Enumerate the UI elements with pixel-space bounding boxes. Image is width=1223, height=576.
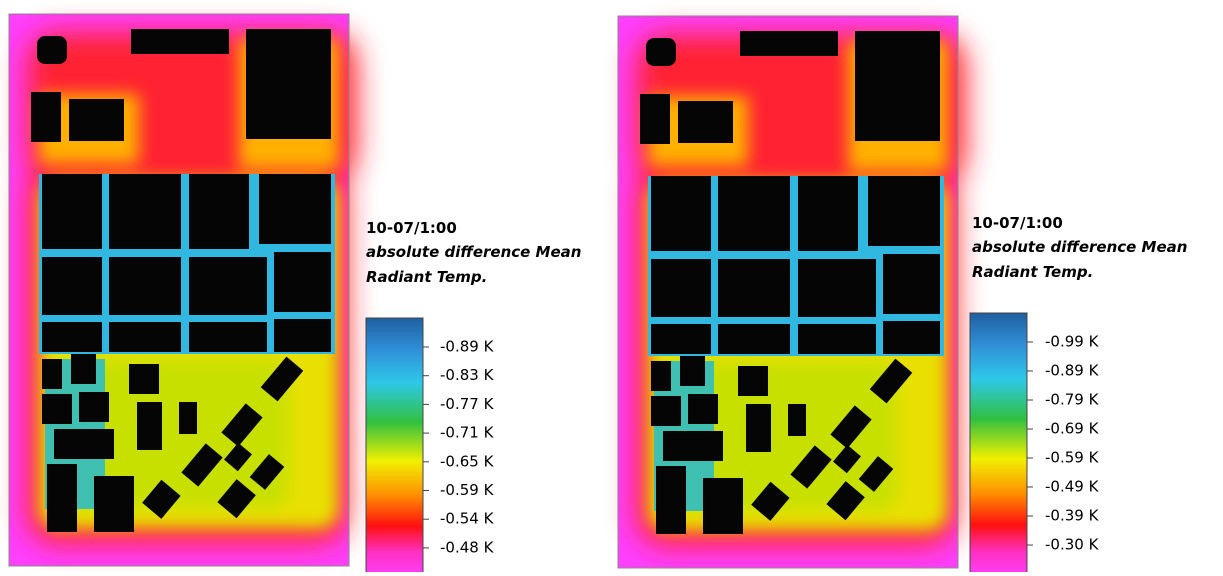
legend-label: -0.83 K bbox=[440, 366, 495, 384]
legend-label: -0.77 K bbox=[440, 395, 495, 413]
legend-label: -0.65 K bbox=[440, 452, 495, 470]
legend-label: -0.69 K bbox=[1045, 420, 1100, 438]
timestamp: 10-07/1:00 bbox=[366, 219, 457, 237]
timestamp: 10-07/1:00 bbox=[972, 214, 1063, 232]
panel-title: absolute difference Mean bbox=[366, 243, 581, 261]
legend-label: -0.39 K bbox=[1045, 507, 1100, 525]
legend-label: -0.59 K bbox=[440, 481, 495, 499]
legend-label: -0.54 K bbox=[440, 510, 495, 528]
map-left bbox=[9, 14, 357, 566]
legend-label: -0.89 K bbox=[440, 338, 495, 356]
legend-label: -0.59 K bbox=[1045, 449, 1100, 467]
legend-label: -0.48 K bbox=[440, 538, 495, 556]
legend-label: -0.30 K bbox=[1045, 536, 1100, 554]
legend-label: -0.49 K bbox=[1045, 478, 1100, 496]
map-right bbox=[618, 16, 966, 568]
colorbar bbox=[969, 312, 1028, 576]
legend-label: -0.99 K bbox=[1045, 333, 1100, 351]
panel-title: Radiant Temp. bbox=[366, 268, 487, 286]
panel-title: Radiant Temp. bbox=[972, 263, 1093, 281]
colorbar bbox=[365, 317, 424, 576]
panel-title: absolute difference Mean bbox=[972, 238, 1187, 256]
legend-label: -0.89 K bbox=[1045, 362, 1100, 380]
legend-label: -0.79 K bbox=[1045, 391, 1100, 409]
legend-label: -0.71 K bbox=[440, 424, 495, 442]
